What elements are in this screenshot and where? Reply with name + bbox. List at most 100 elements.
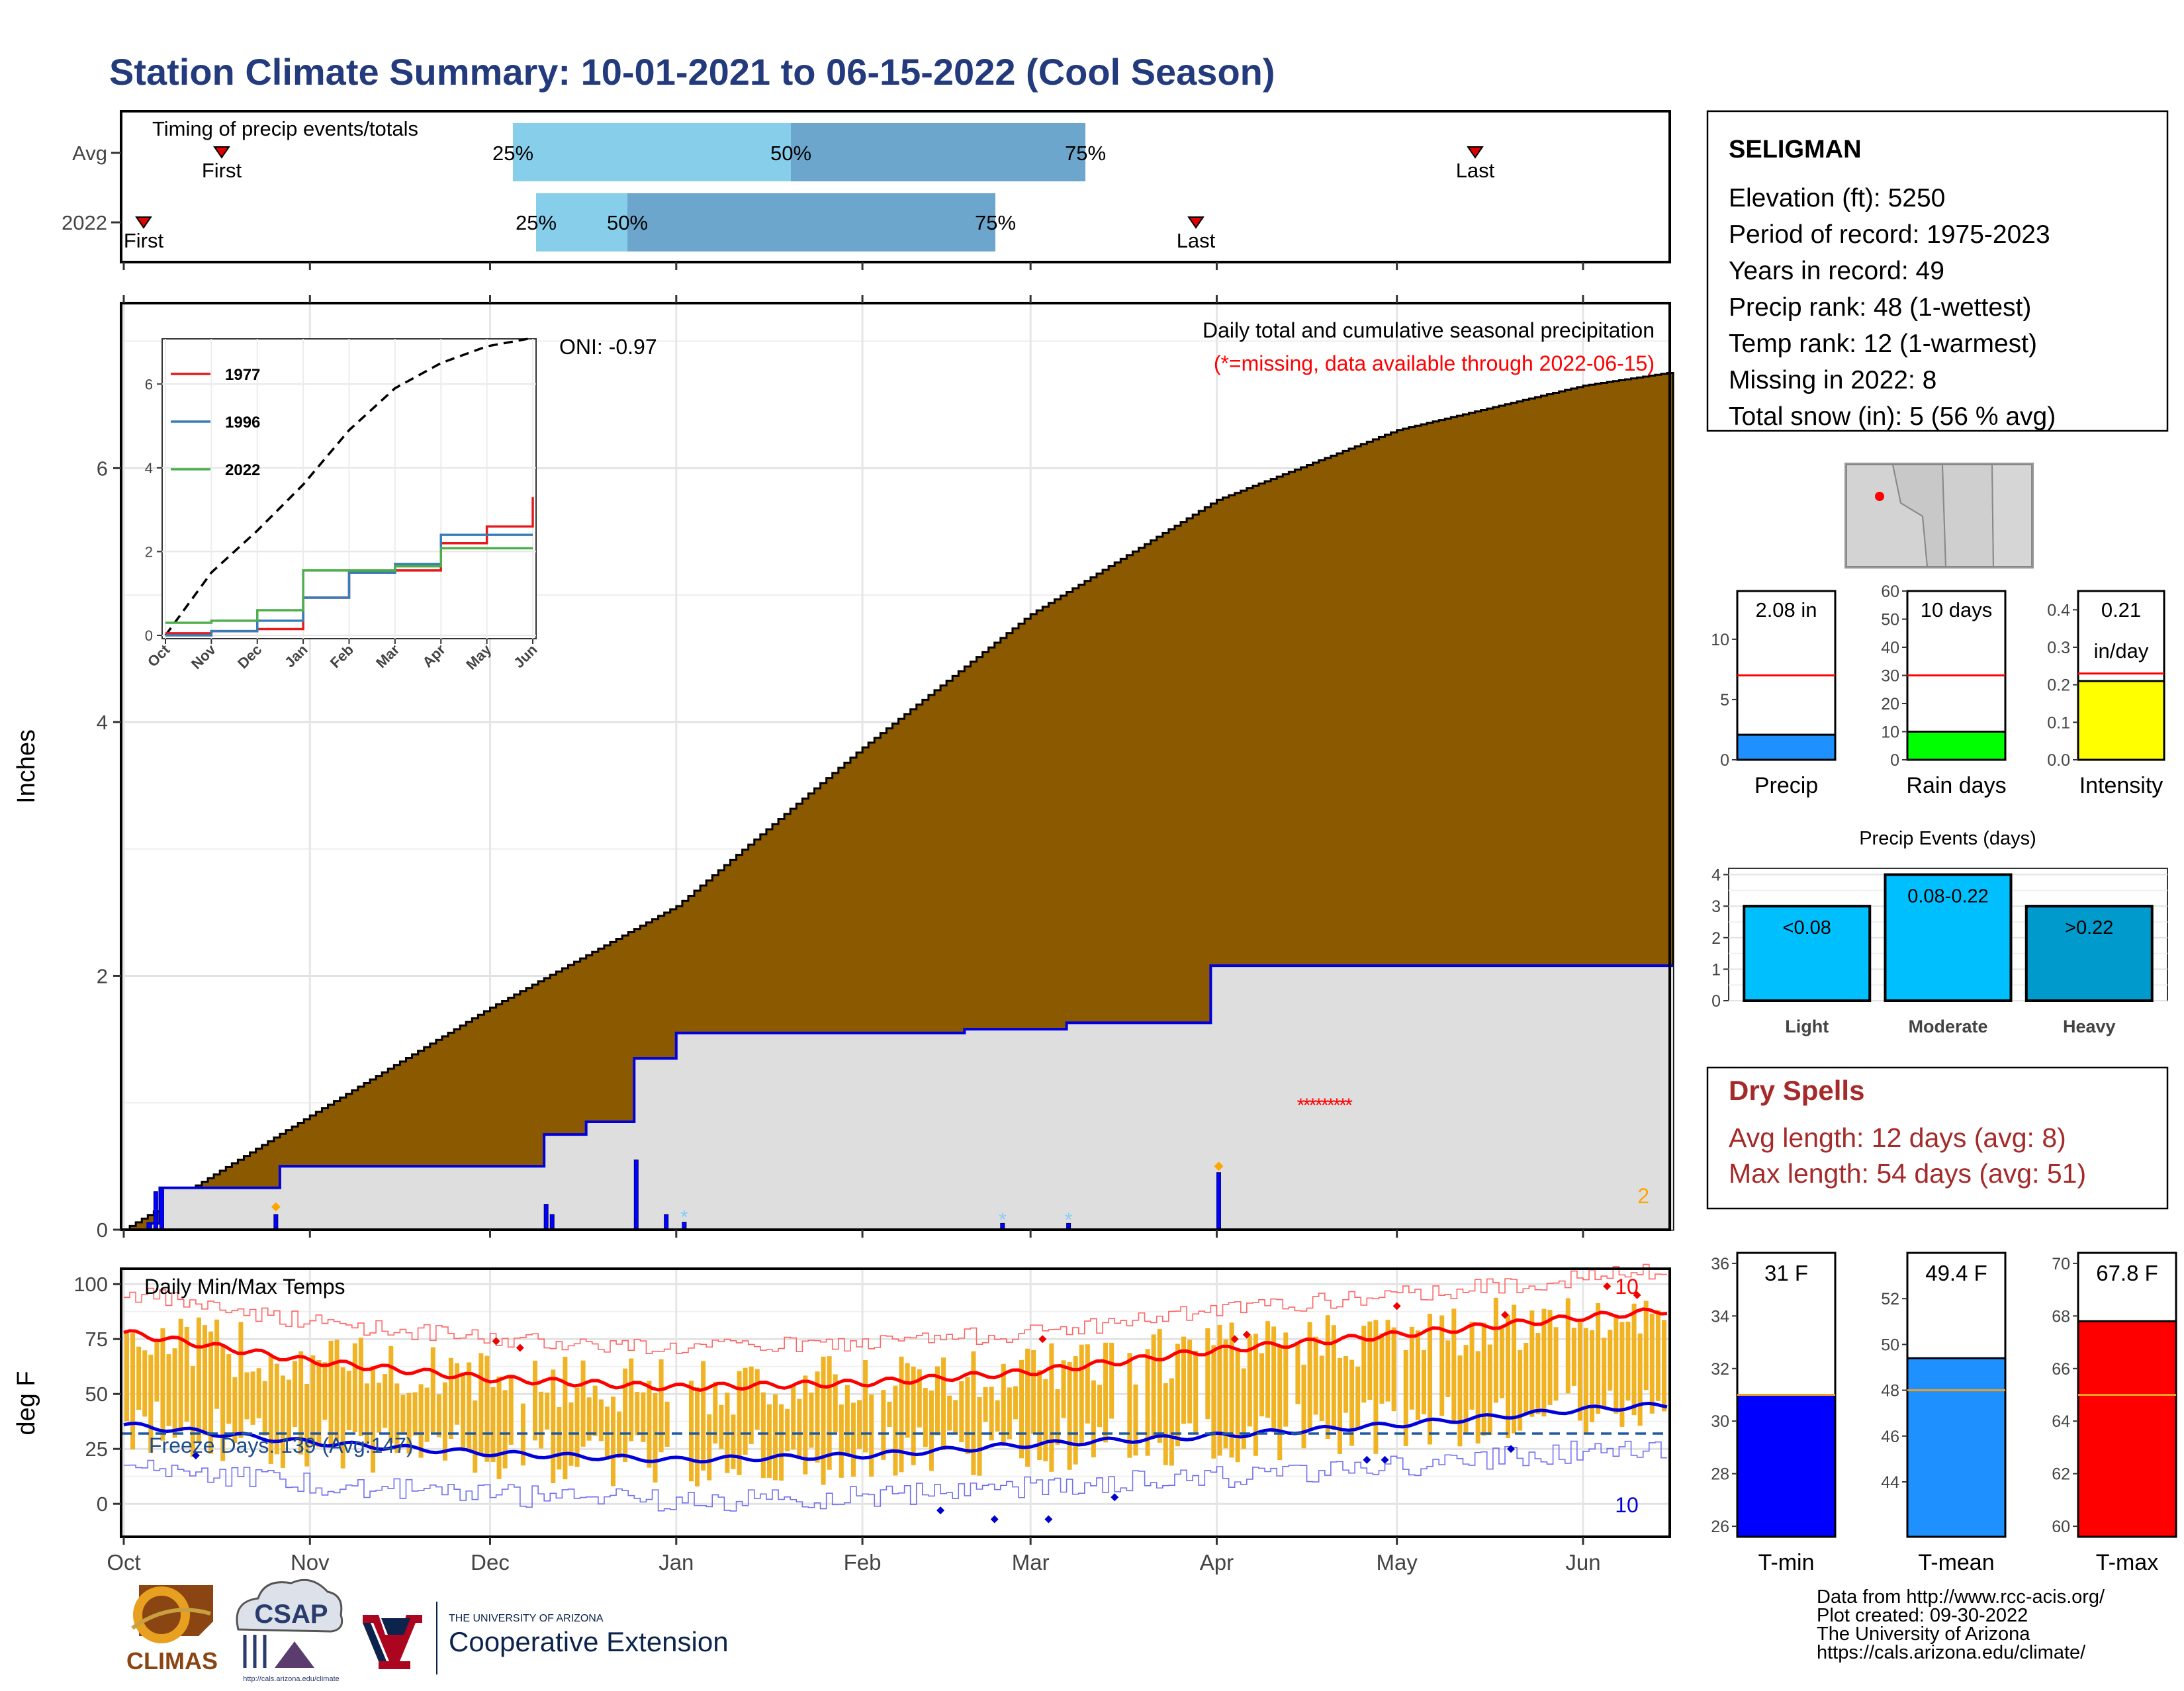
temp-chart-bar — [1736, 1394, 1837, 1538]
daily-temp-bar — [635, 1392, 640, 1436]
daily-temp-bar — [809, 1393, 814, 1448]
mini-chart-tick-label: 0.2 — [2047, 676, 2070, 695]
daily-temp-bar — [1457, 1355, 1463, 1447]
events-title: Precip Events (days) — [1859, 828, 2036, 849]
daily-temp-bar — [1583, 1328, 1588, 1434]
daily-temp-bar — [442, 1382, 447, 1461]
daily-temp-bar — [923, 1388, 928, 1447]
daily-temp-bar — [214, 1319, 220, 1409]
daily-temp-bar — [1661, 1320, 1666, 1412]
mini-chart-value: 0.21 — [2101, 598, 2141, 621]
daily-temp-bar — [1001, 1363, 1006, 1444]
daily-temp-bar — [377, 1383, 382, 1433]
dry-spells-avg: Avg length: 12 days (avg: 8) — [1729, 1122, 2066, 1153]
daily-precip-bar — [153, 1191, 158, 1230]
y-tick-label: 6 — [97, 457, 108, 480]
daily-temp-bar — [448, 1357, 453, 1440]
temp-bar-chart-t-mean: 44 46 48 50 52 49.4 F T-mean — [1881, 1252, 2007, 1575]
daily-temp-bar — [934, 1366, 940, 1436]
daily-temp-bar — [1241, 1368, 1246, 1449]
daily-temp-bar — [406, 1393, 412, 1454]
daily-temp-bar — [1331, 1325, 1336, 1430]
daily-temp-bar — [766, 1404, 772, 1478]
daily-temp-bar — [190, 1365, 195, 1457]
daily-temp-bar — [1295, 1342, 1300, 1404]
y2022-first-label: First — [124, 229, 164, 252]
record-min-envelope — [124, 1440, 1667, 1512]
y2022-p25-label: 25% — [516, 211, 557, 234]
daily-temp-bar — [1127, 1353, 1132, 1458]
daily-temp-bar — [659, 1359, 664, 1453]
daily-precip-bar — [549, 1214, 555, 1230]
daily-temp-bar — [887, 1401, 892, 1428]
temp-chart-tick-label: 62 — [2052, 1465, 2070, 1484]
month-label-oct: Oct — [107, 1550, 140, 1575]
daily-temp-bar — [166, 1354, 171, 1426]
record-high-marker — [1038, 1335, 1047, 1344]
daily-temp-bar — [911, 1366, 916, 1465]
daily-temp-bar — [340, 1367, 345, 1469]
daily-temp-bar — [304, 1384, 310, 1467]
record-low-marker — [191, 1451, 200, 1460]
y-tick-label: 0 — [97, 1218, 108, 1242]
temp-y-tick-label: 0 — [97, 1492, 108, 1516]
month-label-jan: Jan — [659, 1550, 694, 1575]
record-high-marker — [1242, 1330, 1251, 1339]
daily-temp-bar — [226, 1354, 232, 1424]
ua-logo: THE UNIVERSITY OF ARIZONA Cooperative Ex… — [363, 1602, 729, 1674]
record-low-marker — [1044, 1515, 1053, 1524]
month-label-may: May — [1377, 1550, 1418, 1575]
events-bar-label: >0.22 — [2065, 917, 2113, 938]
daily-temp-bar — [467, 1362, 472, 1451]
daily-temp-bar — [1247, 1335, 1252, 1427]
daily-temp-bar — [490, 1387, 496, 1463]
daily-temp-bar — [316, 1359, 322, 1447]
daily-temp-bar — [1097, 1385, 1102, 1428]
inset-y-tick-label: 6 — [145, 376, 153, 392]
daily-temp-bar — [1421, 1349, 1426, 1414]
daily-temp-bar — [293, 1361, 298, 1428]
temp-chart-tick-label: 52 — [1881, 1290, 1899, 1308]
precip-count-label: 2 — [1637, 1184, 1649, 1208]
daily-temp-bar — [827, 1356, 832, 1470]
daily-temp-bar — [1619, 1322, 1625, 1427]
daily-temp-bar — [1283, 1332, 1289, 1427]
events-bar-light — [1743, 905, 1872, 1002]
daily-temp-bar — [580, 1360, 586, 1447]
trace-marker: * — [1065, 1209, 1073, 1231]
daily-temp-bar — [695, 1387, 700, 1486]
inset-series-2022 — [165, 547, 533, 624]
timing-row-avg: Avg — [72, 142, 107, 165]
daily-temp-bar — [1391, 1327, 1396, 1412]
daily-temp-bar — [965, 1377, 970, 1454]
daily-temp-bar — [881, 1390, 886, 1460]
missing-day-marker: * — [1297, 1095, 1305, 1117]
temp-chart-tick-label: 26 — [1711, 1518, 1729, 1536]
daily-temp-bar — [1265, 1321, 1271, 1418]
daily-temp-bar — [719, 1404, 724, 1449]
daily-temp-bar — [1649, 1313, 1655, 1414]
station-line-period: Period of record: 1975-2023 — [1729, 220, 2050, 249]
missing-day-marker: * — [1303, 1095, 1311, 1117]
station-line-snow: Total snow (in): 5 (56 % avg) — [1729, 402, 2056, 431]
dry-spells-title: Dry Spells — [1729, 1075, 1864, 1106]
main-y-label: Inches — [13, 729, 40, 803]
temp-chart-tick-label: 50 — [1881, 1336, 1899, 1354]
footer-line-univ: The University of Arizona — [1817, 1623, 2030, 1645]
daily-temp-bar — [629, 1358, 634, 1441]
csap-logo-text: CSAP — [254, 1600, 328, 1629]
daily-temp-bar — [844, 1385, 850, 1454]
temp-bar-chart-t-min: 26 28 30 32 34 36 31 F T-min — [1711, 1252, 1837, 1575]
daily-temp-bar — [1367, 1321, 1373, 1400]
daily-temp-bar — [1313, 1336, 1318, 1415]
mini-chart-bar — [1906, 731, 2007, 761]
daily-temp-bar — [1337, 1357, 1342, 1454]
daily-temp-bar — [833, 1374, 838, 1433]
daily-temp-bar — [371, 1366, 376, 1473]
mini-chart-precip: 0 5 10 2.08 in Precip — [1711, 590, 1837, 798]
daily-temp-bar — [334, 1340, 340, 1441]
temp-chart-tick-label: 46 — [1881, 1428, 1899, 1446]
station-line-precip-rank: Precip rank: 48 (1-wettest) — [1729, 293, 2031, 322]
daily-temp-bar — [358, 1338, 363, 1436]
